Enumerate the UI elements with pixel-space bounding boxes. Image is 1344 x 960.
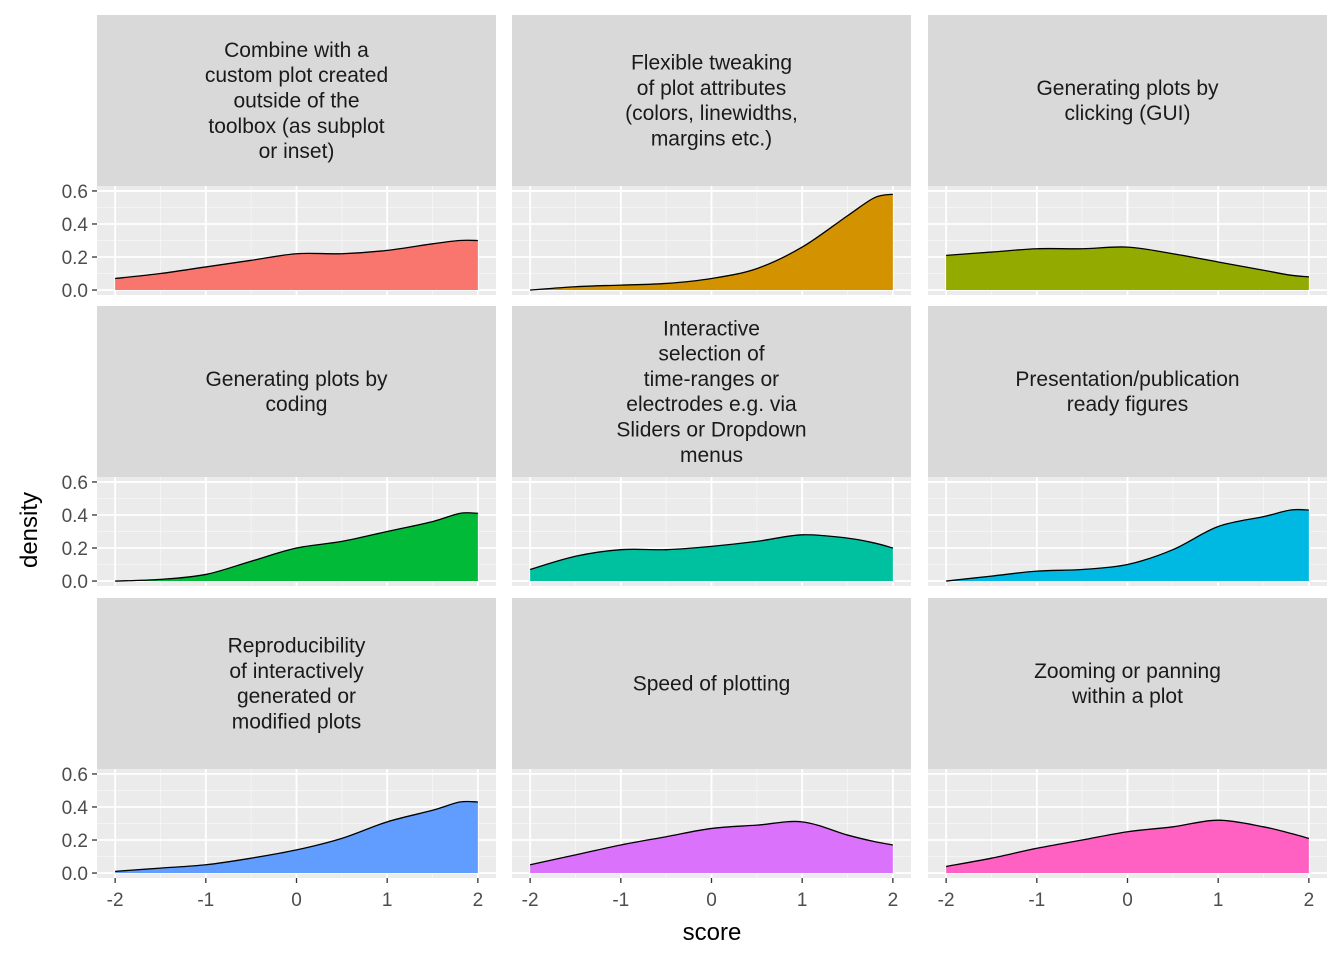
facet-title-line: or inset) — [259, 140, 335, 163]
y-tick-label: 0.2 — [62, 831, 88, 852]
facet-strip — [928, 15, 1327, 186]
facet-title-line: Combine with a — [224, 39, 369, 62]
facet-strip — [928, 306, 1327, 477]
x-tick-label: 2 — [1304, 890, 1315, 911]
facet-title-line: custom plot created — [205, 64, 388, 87]
y-tick-label: 0.6 — [62, 473, 88, 494]
density-line — [946, 246, 1309, 278]
facet-strip — [97, 306, 496, 477]
x-tick-label: -2 — [522, 890, 539, 911]
facet-title-line: selection of — [658, 343, 764, 366]
facet-title-line: modified plots — [232, 710, 362, 733]
x-tick-label: 2 — [888, 890, 899, 911]
y-tick-label: 0.4 — [62, 798, 89, 819]
facet-title-line: margins etc.) — [651, 127, 772, 150]
x-tick-label: -1 — [612, 890, 629, 911]
facet-strip — [512, 306, 911, 477]
y-tick-label: 0.2 — [62, 248, 88, 269]
y-tick-label: 0.6 — [62, 182, 88, 203]
facet-title-line: of interactively — [229, 660, 364, 683]
facet-title-line: Generating plots by — [205, 368, 388, 391]
y-axis-title: density — [16, 492, 43, 568]
facet-title-line: coding — [266, 393, 328, 416]
x-tick-label: 1 — [382, 890, 393, 911]
facet-title-line: of plot attributes — [637, 77, 786, 100]
facet-title-line: Interactive — [663, 317, 760, 340]
y-tick-label: 0.4 — [62, 506, 89, 527]
density-area — [946, 246, 1309, 291]
density-area — [946, 509, 1309, 582]
facet-title-line: (colors, linewidths, — [625, 102, 798, 125]
facet-title-line: Reproducibility — [228, 635, 366, 658]
x-tick-label: 1 — [1213, 890, 1224, 911]
facet-title-line: outside of the — [233, 90, 359, 113]
y-tick-label: 0.4 — [62, 215, 89, 236]
facet-title-line: Zooming or panning — [1034, 660, 1221, 683]
x-tick-label: 0 — [706, 890, 717, 911]
y-tick-label: 0.0 — [62, 281, 88, 302]
facet-strip — [928, 598, 1327, 769]
facet-strip — [97, 598, 496, 769]
density-line — [115, 800, 478, 873]
density-line — [529, 534, 894, 571]
x-tick-label: 0 — [291, 890, 302, 911]
facet-title-line: toolbox (as subplot — [208, 115, 384, 138]
facet-title-line: electrodes e.g. via — [626, 393, 797, 416]
density-line — [946, 508, 1309, 582]
density-line — [530, 193, 893, 291]
density-area — [946, 820, 1309, 874]
facet-strip — [512, 15, 911, 186]
density-line — [946, 819, 1310, 868]
y-tick-label: 0.0 — [62, 864, 88, 885]
facet-title-line: Generating plots by — [1036, 77, 1219, 100]
facet-title-line: clicking (GUI) — [1064, 102, 1190, 125]
density-line — [529, 820, 893, 866]
x-tick-label: -2 — [938, 890, 955, 911]
facet-title-line: within a plot — [1071, 685, 1183, 708]
x-tick-label: -1 — [197, 890, 214, 911]
facet-title-line: time-ranges or — [644, 368, 779, 391]
facet-panel: Speed of plotting — [512, 598, 911, 878]
y-tick-label: 0.6 — [62, 765, 88, 786]
facet-title-line: Flexible tweaking — [631, 52, 792, 75]
density-area — [530, 821, 893, 874]
facet-title-line: Presentation/publication — [1015, 368, 1239, 391]
density-area — [530, 534, 893, 582]
x-tick-label: -2 — [107, 890, 124, 911]
y-tick-label: 0.2 — [62, 539, 88, 560]
y-tick-label: 0.0 — [62, 572, 88, 593]
density-line — [115, 512, 478, 582]
facet-title-line: Sliders or Dropdown — [616, 418, 806, 441]
x-tick-label: 1 — [797, 890, 808, 911]
x-axis-title: score — [683, 919, 742, 946]
x-tick-label: 2 — [473, 890, 484, 911]
density-area — [115, 801, 478, 874]
facet-title-line: menus — [680, 444, 743, 467]
density-line — [115, 239, 478, 280]
facet-title-line: Speed of plotting — [633, 673, 791, 696]
x-tick-label: -1 — [1028, 890, 1045, 911]
axes: 0.0 0.2 0.4 0.6 0.0 0.2 0.4 0.6 0.0 0.2 0.4 0.6 -2 -1… — [62, 182, 1315, 911]
facet-strip — [512, 598, 911, 769]
facet-title-line: ready figures — [1067, 393, 1188, 416]
density-area — [530, 194, 893, 291]
facet-title-line: generated or — [237, 685, 356, 708]
density-area — [115, 512, 478, 582]
facet-strip — [97, 15, 496, 186]
density-area — [115, 240, 478, 291]
x-tick-label: 0 — [1122, 890, 1133, 911]
